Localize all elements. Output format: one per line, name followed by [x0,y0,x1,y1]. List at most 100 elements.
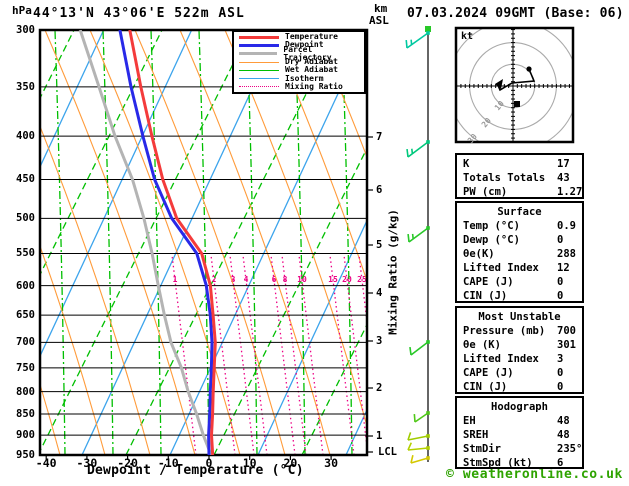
stat-label: θe (K) [463,339,501,351]
legend-box: Temperature Dewpoint Parcel Trajectory Dry … [232,30,366,94]
legend-item-label: Temperature [285,32,338,42]
stat-value: 43 [557,172,570,184]
dewpoint-curve [118,30,214,455]
datetime-label: 07.03.2024 09GMT (Base: 06) [407,6,624,21]
pressure-tick-750: 750 [16,361,35,374]
legend-line-sample [239,69,279,71]
section-title: Most Unstable [478,311,561,323]
stat-value: 700 [557,325,576,337]
temp-tick-20: 20 [283,456,298,470]
section-title: Hodograph [491,401,548,413]
legend-item-label: Isotherm [285,73,324,83]
wind-barb-1 [406,140,430,158]
temp-tick--20: -20 [117,456,138,470]
pressure-tick-650: 650 [16,309,35,322]
stat-label: StmSpd (kt) [463,457,533,469]
stat-value: 48 [557,429,570,441]
km-tick-1: 1 [376,430,383,442]
legend-item-label: Dry Adiabat [285,57,338,67]
stat-value: 12 [557,262,570,274]
wind-barb-3 [409,340,430,356]
credit-text: © weatheronline.co.uk [446,467,623,482]
lcl-label: LCL [378,446,397,458]
legend-item-label: Wet Adiabat [285,65,338,75]
station-title: 44°13'N 43°06'E 522m ASL [33,6,245,21]
legend-item-label: Mixing Ratio [285,81,343,91]
legend-line-sample [239,52,278,56]
stat-value: 17 [557,158,570,170]
stat-value: 1.27 [557,186,583,198]
hodograph-plot [457,29,572,141]
stat-label: Temp (°C) [463,220,520,232]
pressure-tick-550: 550 [16,247,35,260]
section-title: Surface [497,206,542,218]
stat-label: CAPE (J) [463,367,514,379]
stat-label: CIN (J) [463,290,508,302]
legend-item-2: Parcel Trajectory [236,45,362,61]
temp-tick-0: 0 [205,456,213,470]
km-tick-7: 7 [376,131,383,143]
stat-value: 288 [557,248,576,260]
km-tick-4: 4 [376,287,383,299]
km-tick-6: 6 [376,184,383,196]
stat-label: Pressure (mb) [463,325,546,337]
legend-item-label: Dewpoint [285,40,324,50]
pressure-tick-450: 450 [16,173,35,186]
legend-line-sample [239,61,279,63]
stat-label: EH [463,415,476,427]
stat-label: CAPE (J) [463,276,514,288]
wind-barb-5 [407,432,430,441]
temperature-curve [128,30,217,455]
wind-barb-0 [405,31,430,49]
stat-label: CIN (J) [463,381,508,393]
pressure-tick-900: 900 [16,429,35,442]
stat-value: 0.9 [557,220,576,232]
hodograph-unit-label: kt [461,31,474,42]
hodograph-frame [454,26,575,144]
stat-value: 3 [557,353,564,365]
wind-barb-6 [407,442,430,451]
indices-section-most-unstable: Most Unstable Pressure (mb) 700 θe (K) 301 Li… [455,306,584,394]
pressure-tick-500: 500 [16,212,35,225]
stat-value: 0 [557,234,564,246]
legend-item-3: Dry Adiabat [236,58,362,66]
legend-item-5: Isotherm [236,73,362,83]
stat-label: Dewp (°C) [463,234,520,246]
km-axis-unit: km [374,2,388,15]
asl-axis-unit: ASL [369,14,389,27]
pressure-tick-700: 700 [16,336,35,349]
km-tick-5: 5 [376,239,383,251]
temp-tick--30: -30 [76,456,98,470]
stat-label: θe(K) [463,248,495,260]
pressure-tick-400: 400 [16,130,35,143]
legend-line-sample [239,43,279,47]
hodograph-end-dot [526,66,532,72]
temp-tick-30: 30 [324,456,339,470]
legend-item-label: Parcel Trajectory [283,44,332,62]
stat-value: 0 [557,276,564,288]
staff-top-marker [425,26,431,32]
stat-value: 48 [557,415,570,427]
pressure-tick-350: 350 [16,80,35,93]
hodograph-arrowhead [495,79,503,89]
km-tick-2: 2 [376,382,383,394]
stat-value: 0 [557,367,564,379]
hodograph-square-marker [514,101,520,107]
temp-tick--10: -10 [157,456,179,470]
stat-label: SREH [463,429,489,441]
wind-barb-7 [410,455,430,464]
stat-label: Lifted Index [463,262,539,274]
pressure-tick-800: 800 [16,385,35,398]
legend-item-0: Temperature [236,33,362,41]
legend-line-sample [239,78,279,80]
indices-section-summary: K 17 Totals Totals 43 PW (cm) 1.27 [455,153,584,199]
stat-value: 301 [557,339,576,351]
legend-item-6: Mixing Ratio [236,81,362,91]
parcel-trajectory-curve [78,30,213,455]
x-axis-label: Dewpoint / Temperature (°C) [87,463,304,478]
stat-label: PW (cm) [463,186,508,198]
wind-barb-4 [413,411,430,423]
pressure-axis-unit: hPa [12,4,32,17]
indices-section-surface: Surface Temp (°C) 0.9 Dewp (°C) 0 θe(K) 288 Lif… [455,201,584,303]
legend-item-1: Dewpoint [236,41,362,49]
